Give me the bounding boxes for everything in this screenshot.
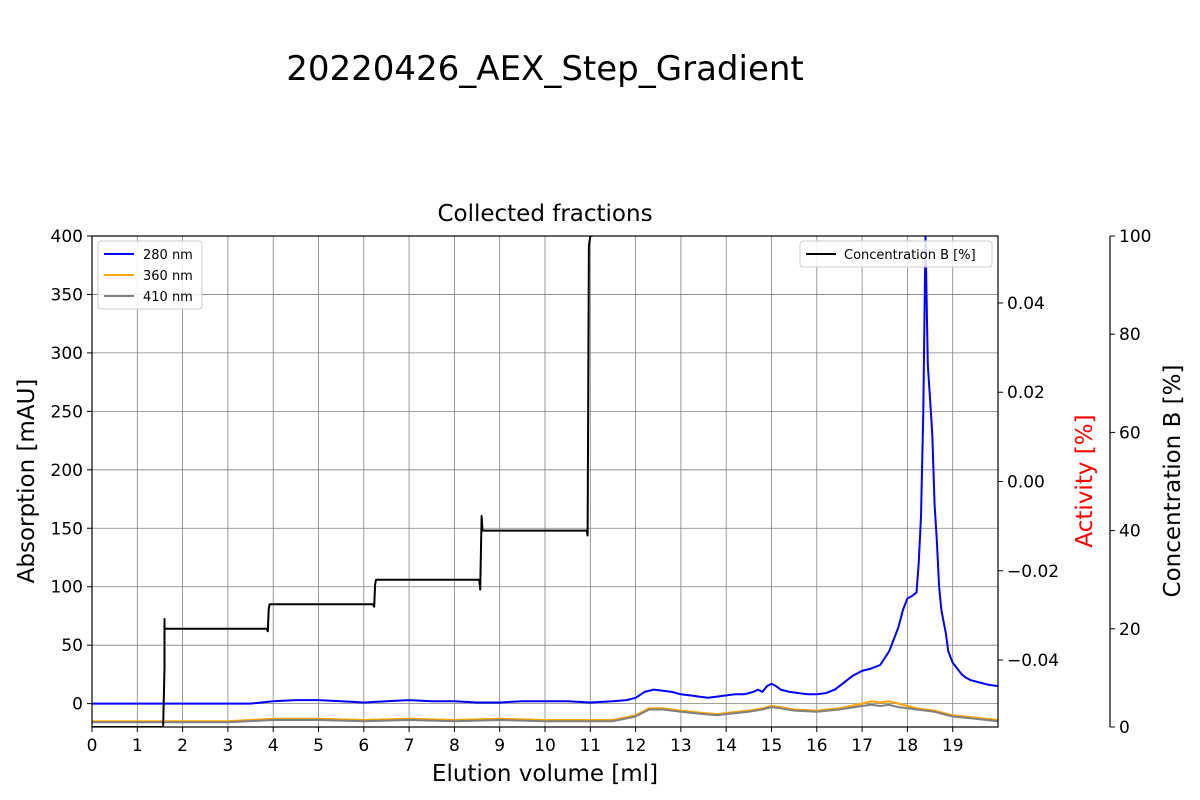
x-tick-label: 8: [449, 736, 460, 756]
y-tick-label: 50: [61, 636, 83, 656]
x-tick-label: 14: [715, 736, 737, 756]
activity-tick-label: −0.02: [1007, 562, 1059, 582]
x-tick-label: 1: [132, 736, 143, 756]
concentration-axis-label: Concentration B [%]: [1160, 365, 1186, 598]
x-tick-label: 3: [222, 736, 233, 756]
series-line-360-nm: [92, 700, 998, 723]
series-line-280-nm: [92, 236, 998, 705]
x-tick-label: 15: [761, 736, 783, 756]
grid: [91, 235, 998, 727]
series-lines: [92, 236, 998, 727]
y-tick-label: 400: [51, 227, 83, 247]
y-tick-label: 150: [51, 519, 83, 539]
x-tick-label: 2: [177, 736, 188, 756]
x-tick-label: 11: [579, 736, 601, 756]
activity-tick-label: 0.04: [1007, 294, 1045, 314]
x-tick-label: 4: [268, 736, 279, 756]
x-axis-ticks: 0 1 2 3 4 5 6 7 8 9 10 11 12 13 14 15 16 17 18 19: [87, 727, 964, 756]
x-tick-label: 0: [87, 736, 98, 756]
x-tick-label: 18: [897, 736, 919, 756]
legend-label-360: 360 nm: [143, 269, 193, 284]
x-tick-label: 17: [851, 736, 873, 756]
concentration-axis-ticks: 0 20 40 60 80 100: [1110, 227, 1151, 738]
x-tick-label: 9: [494, 736, 505, 756]
y-tick-label: 250: [51, 402, 83, 422]
concentration-tick-label: 100: [1119, 227, 1151, 247]
legend-label-410: 410 nm: [143, 290, 193, 305]
legend-label-280: 280 nm: [143, 248, 193, 263]
concentration-tick-label: 80: [1119, 325, 1141, 345]
figure-title: 20220426_AEX_Step_Gradient: [286, 49, 804, 89]
y-axis-label: Absorption [mAU]: [14, 379, 40, 584]
x-axis-label: Elution volume [ml]: [432, 761, 658, 787]
legend-concentration-box: [799, 240, 993, 268]
concentration-tick-label: 20: [1119, 620, 1141, 640]
legend-absorption-box: [97, 240, 203, 310]
activity-tick-label: −0.04: [1007, 651, 1059, 671]
y-axis-ticks: 0 50 100 150 200 250 300 350 400: [51, 227, 92, 715]
x-tick-label: 7: [404, 736, 415, 756]
activity-tick-label: 0.00: [1007, 473, 1045, 493]
x-tick-label: 19: [942, 736, 964, 756]
x-tick-label: 5: [313, 736, 324, 756]
activity-axis-label: Activity [%]: [1072, 414, 1098, 547]
x-tick-label: 12: [625, 736, 647, 756]
concentration-tick-label: 60: [1119, 423, 1141, 443]
chart-title: Collected fractions: [437, 201, 652, 227]
x-tick-label: 16: [806, 736, 828, 756]
legend-concentration: Concentration B [%]: [799, 240, 993, 268]
concentration-tick-label: 0: [1119, 718, 1130, 738]
activity-tick-label: 0.02: [1007, 383, 1045, 403]
y-tick-label: 200: [51, 461, 83, 481]
series-line-concentration-b: [92, 236, 593, 727]
legend-label-concentration: Concentration B [%]: [844, 248, 976, 263]
y-tick-label: 350: [51, 285, 83, 305]
series-line-410-nm: [92, 703, 998, 724]
x-tick-label: 6: [358, 736, 369, 756]
x-tick-label: 13: [670, 736, 692, 756]
activity-axis-ticks: −0.04 −0.02 0.00 0.02 0.04: [998, 294, 1059, 671]
concentration-tick-label: 40: [1119, 522, 1141, 542]
x-tick-label: 10: [534, 736, 556, 756]
legend-absorption: 280 nm 360 nm 410 nm: [97, 240, 203, 310]
y-tick-label: 100: [51, 578, 83, 598]
y-tick-label: 300: [51, 344, 83, 364]
y-tick-label: 0: [72, 695, 83, 715]
